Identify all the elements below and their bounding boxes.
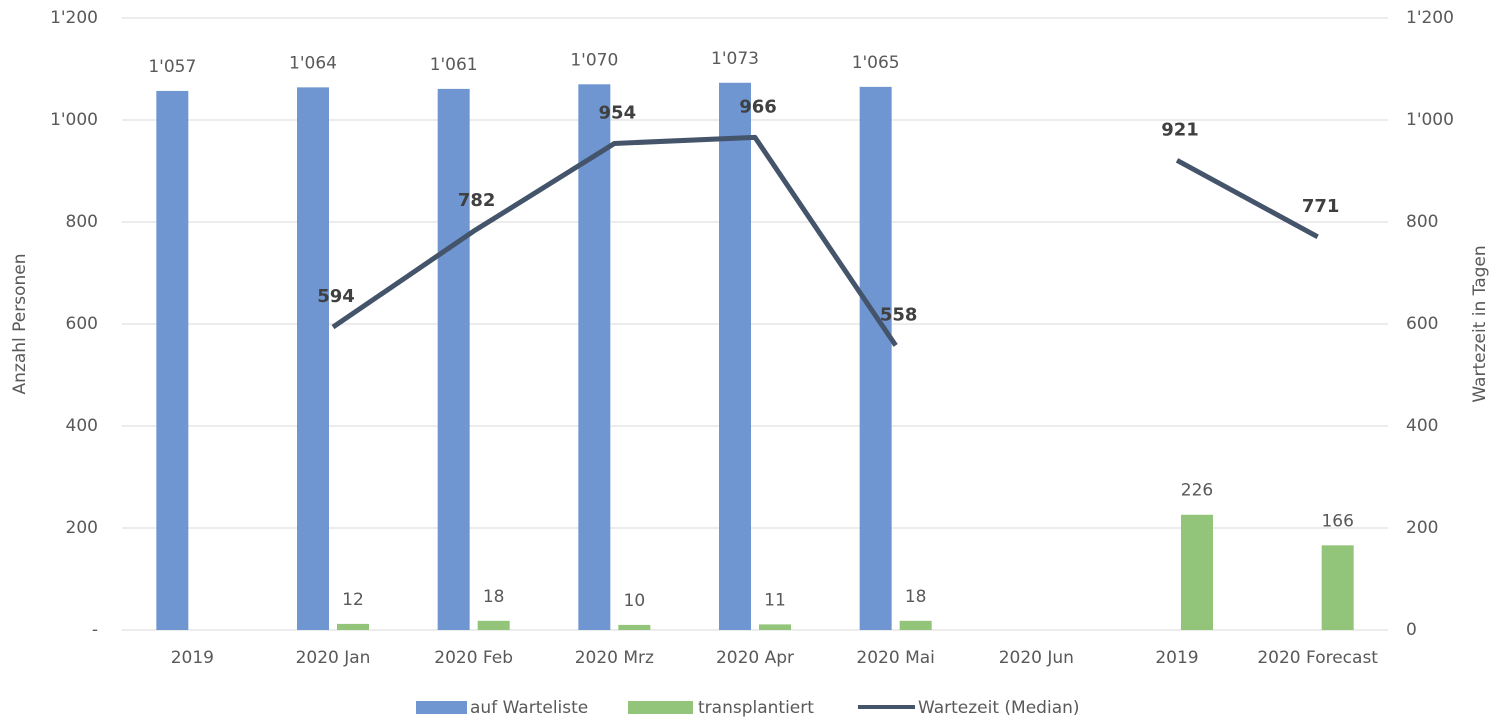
bar — [719, 82, 751, 630]
data-label: 18 — [905, 587, 927, 607]
x-tick-label: 2019 — [171, 648, 214, 668]
bar — [437, 88, 470, 630]
data-label: 226 — [1181, 481, 1213, 501]
bar — [477, 620, 510, 630]
y-tick-label: 800 — [66, 212, 98, 232]
y-tick-label: 200 — [66, 518, 98, 538]
data-label: 10 — [624, 591, 646, 611]
y-tick-label: 600 — [66, 314, 98, 334]
data-label: 558 — [880, 304, 918, 325]
data-label: 782 — [458, 190, 496, 211]
line — [331, 134, 1319, 347]
x-tick-label: 2020 Jun — [999, 648, 1074, 668]
y-tick-label: 1'200 — [50, 8, 98, 28]
data-label: 771 — [1302, 196, 1340, 217]
data-label: 1'064 — [289, 53, 337, 73]
bar — [578, 84, 611, 631]
data-label: 921 — [1161, 119, 1199, 140]
x-tick-label: 2020 Mrz — [575, 648, 654, 668]
y-tick-label: 1'000 — [50, 110, 98, 130]
y2-tick-label: 1'200 — [1406, 8, 1454, 28]
legend-label: transplantiert — [698, 698, 814, 718]
data-label: 966 — [739, 96, 777, 117]
bar — [859, 86, 892, 631]
x-tick-label: 2020 Jan — [296, 648, 371, 668]
legend-label: Wartezeit (Median) — [918, 698, 1080, 718]
y-axis-label: Anzahl Personen — [10, 253, 30, 394]
data-label: 954 — [599, 102, 637, 123]
x-tick-label: 2020 Apr — [716, 648, 794, 668]
bar — [1321, 545, 1354, 630]
x-tick-label: 2019 — [1155, 648, 1198, 668]
bar — [156, 90, 189, 631]
data-label: 1'061 — [430, 55, 478, 75]
bar — [1181, 514, 1213, 630]
data-label: 18 — [483, 587, 505, 607]
data-label: 1'070 — [570, 50, 618, 70]
y2-tick-label: 800 — [1406, 212, 1438, 232]
y2-tick-label: 200 — [1406, 518, 1438, 538]
y-tick-label: 400 — [66, 416, 98, 436]
y2-tick-label: 600 — [1406, 314, 1438, 334]
x-tick-label: 2020 Forecast — [1257, 648, 1378, 668]
y2-tick-label: 0 — [1406, 620, 1417, 640]
data-label: 1'065 — [852, 53, 900, 73]
y-tick-label: - — [92, 620, 98, 640]
data-label: 594 — [317, 286, 355, 307]
y2-axis-label: Wartezeit in Tagen — [1470, 245, 1490, 402]
data-label: 166 — [1321, 511, 1353, 531]
bar — [899, 620, 932, 630]
data-label: 12 — [342, 590, 364, 610]
bar — [759, 624, 791, 630]
legend-swatch — [416, 701, 467, 714]
x-tick-label: 2020 Feb — [434, 648, 513, 668]
y2-tick-label: 400 — [1406, 416, 1438, 436]
legend-label: auf Warteliste — [470, 698, 588, 718]
bar — [337, 623, 369, 630]
bar — [618, 624, 651, 630]
y2-tick-label: 1'000 — [1406, 110, 1454, 130]
data-label: 1'073 — [711, 49, 759, 69]
data-label: 11 — [764, 590, 786, 610]
x-tick-label: 2020 Mai — [856, 648, 934, 668]
legend-swatch — [628, 701, 693, 714]
bar — [297, 87, 329, 631]
data-label: 1'057 — [148, 57, 196, 77]
